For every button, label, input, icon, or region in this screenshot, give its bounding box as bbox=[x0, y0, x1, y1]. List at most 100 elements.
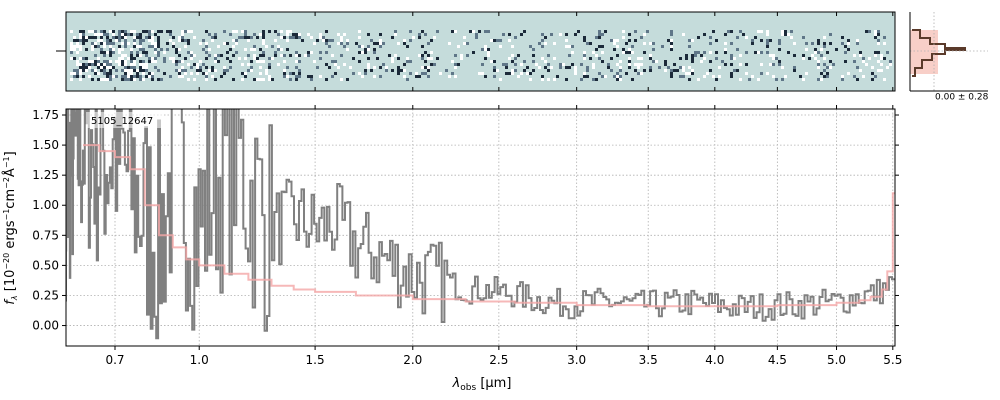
spec2d-pixel bbox=[205, 42, 208, 45]
spec2d-pixel bbox=[430, 63, 433, 66]
spec2d-pixel bbox=[208, 54, 211, 57]
spec2d-pixel bbox=[82, 57, 85, 60]
spec2d-pixel bbox=[193, 36, 196, 39]
spec2d-pixel bbox=[109, 30, 112, 33]
spec2d-pixel bbox=[829, 42, 832, 45]
spec2d-pixel bbox=[811, 42, 814, 45]
spec2d-pixel bbox=[865, 30, 868, 33]
spec2d-pixel bbox=[373, 42, 376, 45]
spec2d-pixel bbox=[802, 78, 805, 81]
spec2d-pixel bbox=[169, 39, 172, 42]
spec2d-pixel bbox=[241, 78, 244, 81]
spec2d-pixel bbox=[145, 51, 148, 54]
spec2d-pixel bbox=[91, 78, 94, 81]
spec2d-pixel bbox=[817, 63, 820, 66]
spec2d-pixel bbox=[487, 54, 490, 57]
spec2d-pixel bbox=[424, 33, 427, 36]
spec2d-pixel bbox=[109, 54, 112, 57]
spec2d-pixel bbox=[817, 78, 820, 81]
spec2d-pixel bbox=[220, 54, 223, 57]
spec2d-pixel bbox=[766, 30, 769, 33]
spec2d-pixel bbox=[211, 36, 214, 39]
spec2d-pixel bbox=[256, 60, 259, 63]
spec2d-pixel bbox=[115, 39, 118, 42]
spec2d-pixel bbox=[835, 48, 838, 51]
spec2d-pixel bbox=[91, 48, 94, 51]
spec2d-pixel bbox=[82, 66, 85, 69]
spec2d-pixel bbox=[157, 78, 160, 81]
spec2d-pixel bbox=[766, 72, 769, 75]
spec2d-pixel bbox=[94, 69, 97, 72]
spec2d-pixel bbox=[880, 54, 883, 57]
spec2d-pixel bbox=[139, 42, 142, 45]
spec2d-pixel bbox=[172, 45, 175, 48]
spec2d-pixel bbox=[853, 54, 856, 57]
spec2d-pixel bbox=[379, 66, 382, 69]
spec2d-pixel bbox=[244, 30, 247, 33]
histogram-bars bbox=[910, 12, 988, 91]
spec2d-pixel bbox=[760, 30, 763, 33]
spec2d-pixel bbox=[421, 72, 424, 75]
spec2d-pixel bbox=[142, 78, 145, 81]
spec2d-pixel bbox=[592, 66, 595, 69]
spec2d-pixel bbox=[157, 42, 160, 45]
spec2d-pixel bbox=[127, 78, 130, 81]
spec2d-pixel bbox=[718, 66, 721, 69]
y-axis-label-exp2: −1 bbox=[2, 209, 11, 221]
spec2d-pixel bbox=[253, 48, 256, 51]
spec2d-pixel bbox=[454, 66, 457, 69]
spec2d-pixel bbox=[193, 54, 196, 57]
spec2d-pixel bbox=[136, 72, 139, 75]
spec2d-pixel bbox=[466, 54, 469, 57]
x-tick-label: 3.0 bbox=[567, 353, 586, 367]
spec2d-pixel bbox=[130, 48, 133, 51]
spec2d-pixel bbox=[856, 42, 859, 45]
spec2d-pixel bbox=[361, 75, 364, 78]
spec2d-pixel bbox=[649, 69, 652, 72]
spec2d-pixel bbox=[316, 66, 319, 69]
spec2d-pixel bbox=[106, 60, 109, 63]
spec2d-pixel bbox=[319, 57, 322, 60]
spec2d-pixel bbox=[136, 75, 139, 78]
spec2d-pixel bbox=[133, 30, 136, 33]
spec2d-pixel bbox=[73, 69, 76, 72]
spec2d-pixel bbox=[397, 66, 400, 69]
spec2d-pixel bbox=[340, 39, 343, 42]
spec2d-pixel bbox=[745, 51, 748, 54]
spec2d-pixel bbox=[136, 51, 139, 54]
spec2d-pixel bbox=[616, 78, 619, 81]
spec2d-pixel bbox=[454, 75, 457, 78]
y-axis-label-exp3: −2 bbox=[2, 177, 11, 189]
spec2d-pixel bbox=[136, 69, 139, 72]
spec2d-pixel bbox=[286, 33, 289, 36]
spec2d-pixel bbox=[250, 66, 253, 69]
spec2d-pixel bbox=[709, 36, 712, 39]
spec2d-pixel bbox=[88, 63, 91, 66]
spec2d-pixel bbox=[778, 63, 781, 66]
spec2d-pixel bbox=[409, 60, 412, 63]
spec2d-pixel bbox=[94, 54, 97, 57]
spec2d-pixel bbox=[403, 69, 406, 72]
spec2d-pixel bbox=[97, 72, 100, 75]
spec2d-pixel bbox=[649, 57, 652, 60]
spec2d-pixel bbox=[118, 48, 121, 51]
spec2d-pixel bbox=[826, 72, 829, 75]
spec2d-pixel bbox=[145, 30, 148, 33]
spec2d-pixel bbox=[811, 54, 814, 57]
spec2d-pixel bbox=[178, 39, 181, 42]
spec2d-pixel bbox=[130, 54, 133, 57]
spec2d-pixel bbox=[211, 66, 214, 69]
histogram-outline bbox=[912, 29, 966, 77]
spec2d-pixel bbox=[772, 54, 775, 57]
spec2d-pixel bbox=[139, 48, 142, 51]
spec2d-pixel bbox=[295, 33, 298, 36]
spec2d-pixel bbox=[157, 69, 160, 72]
spec2d-pixel bbox=[118, 57, 121, 60]
spec2d-pixel bbox=[265, 72, 268, 75]
spec2d-pixel bbox=[142, 39, 145, 42]
spec2d-pixel bbox=[628, 48, 631, 51]
spec2d-pixel bbox=[244, 33, 247, 36]
spec2d-pixel bbox=[139, 36, 142, 39]
spec2d-pixel bbox=[550, 33, 553, 36]
spec2d-pixel bbox=[847, 42, 850, 45]
